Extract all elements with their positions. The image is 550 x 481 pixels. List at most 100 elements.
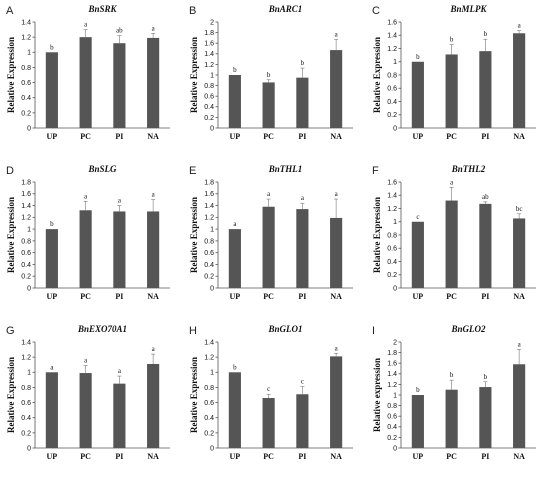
bar-up [228, 372, 241, 448]
y-tick-label: 0 [27, 125, 31, 132]
x-tick-label: NA [330, 292, 342, 301]
x-tick-label: PI [115, 452, 123, 461]
y-tick-label: 1.4 [21, 203, 31, 210]
significance-label: ab [116, 27, 123, 35]
y-tick-label: 1.2 [21, 215, 31, 222]
significance-label: b [450, 371, 454, 379]
bar-pi [479, 203, 492, 288]
x-tick-label: PC [263, 452, 274, 461]
y-tick-label: 1 [27, 370, 31, 377]
bar-pc [262, 82, 275, 128]
y-tick-label: 0.8 [204, 83, 214, 90]
y-tick-label: 1 [210, 227, 214, 234]
significance-label: b [233, 363, 237, 371]
gene-title: BnEXO70A1 [77, 324, 127, 334]
x-tick-label: UP [230, 292, 241, 301]
y-tick-label: 0.6 [387, 86, 397, 93]
significance-label: a [50, 363, 54, 371]
panel-letter: H [189, 325, 197, 337]
y-tick-label: 0 [210, 445, 214, 452]
x-tick-label: UP [47, 132, 58, 141]
x-tick-label: UP [47, 452, 58, 461]
bar-pc [79, 37, 92, 129]
y-tick-label: 0.2 [21, 274, 31, 281]
x-tick-label: UP [230, 132, 241, 141]
bar-pc [79, 373, 92, 448]
y-axis-title: Relative Expression [372, 197, 382, 273]
y-tick-label: 0.2 [204, 430, 214, 437]
x-tick-label: NA [330, 452, 342, 461]
panel-letter: C [372, 5, 380, 17]
bar-up [411, 395, 424, 448]
bar-pi [296, 209, 309, 288]
y-tick-label: 2 [393, 339, 397, 346]
bar-na [513, 33, 526, 129]
significance-label: a [335, 30, 339, 38]
panel-g: G BnEXO70A1 Relative Expression 0 0.2 0.4 0.6 0… [6, 324, 170, 461]
y-tick-label: 0.8 [387, 232, 397, 239]
y-tick-label: 1.4 [387, 33, 397, 40]
y-tick-label: 0.6 [21, 250, 31, 257]
y-tick-label: 1 [393, 219, 397, 226]
y-tick-label: 1.6 [204, 41, 214, 48]
significance-label: a [118, 367, 122, 375]
x-tick-label: PC [263, 292, 274, 301]
y-tick-label: 1 [393, 59, 397, 66]
x-tick-label: PC [80, 292, 91, 301]
gene-title: BnSLG [87, 164, 117, 174]
y-tick-label: 0.8 [21, 65, 31, 72]
significance-label: a [335, 344, 339, 352]
y-tick-label: 1.2 [21, 35, 31, 42]
y-tick-label: 0 [27, 445, 31, 452]
x-tick-label: PI [298, 292, 306, 301]
significance-label: a [233, 220, 237, 228]
bar-na [330, 356, 343, 448]
x-tick-label: NA [147, 292, 159, 301]
y-tick-label: 0.6 [204, 400, 214, 407]
y-axis-title: Relative Expression [189, 37, 199, 113]
bar-pc [262, 206, 275, 288]
y-tick-label: 0.8 [21, 385, 31, 392]
x-tick-label: UP [230, 452, 241, 461]
panel-letter: G [6, 325, 15, 337]
y-tick-label: 0.2 [387, 435, 397, 442]
significance-label: b [267, 71, 271, 79]
significance-label: a [301, 194, 305, 202]
significance-label: c [267, 385, 270, 393]
y-tick-label: 0.8 [387, 72, 397, 79]
x-tick-label: PI [481, 452, 489, 461]
y-tick-label: 1 [210, 370, 214, 377]
x-tick-label: PI [481, 292, 489, 301]
panel-d: D BnSLG Relative Expression 0 0.2 0.4 0.6 0.8 1 1… [6, 164, 170, 301]
y-tick-label: 0 [393, 445, 397, 452]
x-tick-label: PI [115, 132, 123, 141]
panel-b: B BnARC1 Relative Expression 0 0.2 0.4 0.6 0.8 1… [189, 4, 353, 141]
significance-label: bc [516, 205, 523, 213]
bar-pi [296, 394, 309, 448]
x-tick-label: NA [147, 132, 159, 141]
bar-up [411, 221, 424, 288]
y-tick-label: 0.6 [387, 246, 397, 253]
y-tick-label: 0.6 [21, 400, 31, 407]
y-tick-label: 1 [27, 227, 31, 234]
y-axis-title: Relative Expression [6, 37, 16, 113]
significance-label: a [335, 190, 339, 198]
x-tick-label: NA [147, 452, 159, 461]
x-tick-label: UP [413, 292, 424, 301]
x-tick-label: NA [330, 132, 342, 141]
significance-label: a [152, 191, 156, 199]
bar-pc [445, 389, 458, 448]
y-tick-label: 0 [393, 285, 397, 292]
significance-label: a [152, 345, 156, 353]
bar-na [330, 217, 343, 288]
y-tick-label: 0.2 [204, 274, 214, 281]
y-tick-label: 0.4 [21, 95, 31, 102]
bar-pi [113, 383, 126, 448]
y-tick-label: 1.4 [387, 193, 397, 200]
y-tick-label: 0.6 [387, 414, 397, 421]
bar-pc [445, 200, 458, 288]
bar-na [513, 218, 526, 288]
y-tick-label: 2 [210, 19, 214, 26]
y-tick-label: 0.4 [204, 104, 214, 111]
